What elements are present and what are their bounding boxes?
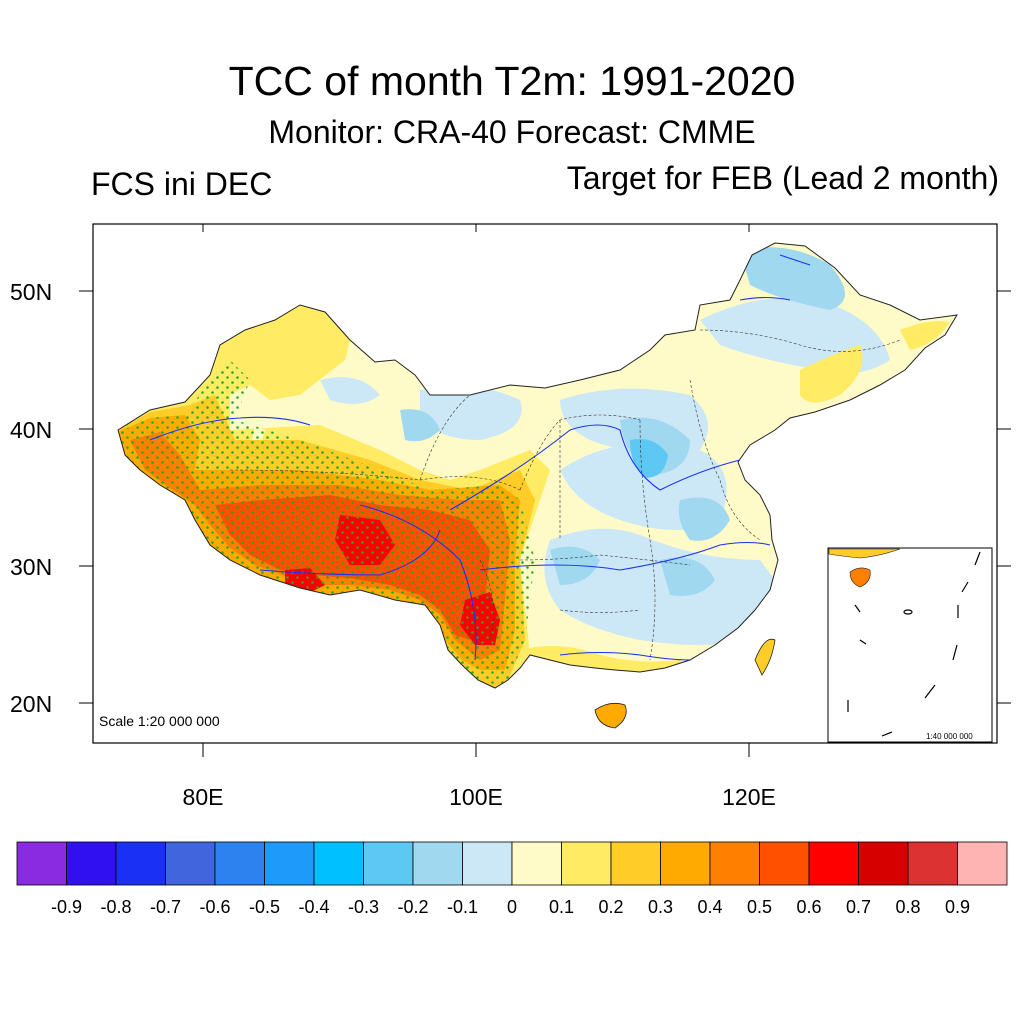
colorbar-swatch xyxy=(808,841,859,886)
colorbar-swatch xyxy=(561,841,612,886)
colorbar-tick-label: -0.1 xyxy=(447,897,478,917)
colorbar-tick-label: -0.5 xyxy=(249,897,280,917)
colorbar-swatch xyxy=(858,841,909,886)
inset-scale-label: 1:40 000 000 xyxy=(926,732,973,741)
colorbar-swatch xyxy=(462,841,513,886)
map-panel: 50N 40N 30N 20N 80E 100E 120E Scale 1:20… xyxy=(10,223,1011,810)
colorbar-tick-label: 0 xyxy=(507,897,517,917)
colorbar-tick-label: 0.4 xyxy=(697,897,722,917)
colorbar-swatch xyxy=(511,841,562,886)
chart-title: TCC of month T2m: 1991-2020 xyxy=(228,58,796,104)
lat-label-40: 40N xyxy=(10,417,52,443)
colorbar-swatch xyxy=(115,841,166,886)
chart-subtitle: Monitor: CRA-40 Forecast: CMME xyxy=(268,114,756,150)
lon-label-120: 120E xyxy=(722,784,776,810)
colorbar-tick-label: -0.3 xyxy=(348,897,379,917)
hainan-island xyxy=(594,702,627,729)
colorbar-tick-label: -0.6 xyxy=(199,897,230,917)
colorbar-swatch xyxy=(907,841,958,886)
forecast-init-label: FCS ini DEC xyxy=(91,166,273,202)
taiwan-island xyxy=(754,638,776,676)
rivers xyxy=(149,254,811,661)
lat-label-30: 30N xyxy=(10,554,52,580)
province-boundaries xyxy=(229,329,901,661)
colorbar-tick-label: 0.1 xyxy=(549,897,574,917)
colorbar: -0.9 -0.8 -0.7 -0.6 -0.5 -0.4 -0.3 -0.2 -0.1 0 0.1… xyxy=(16,841,1008,917)
colorbar-tick-label: 0.2 xyxy=(598,897,623,917)
colorbar-tick-label: 0.6 xyxy=(796,897,821,917)
colorbar-swatch xyxy=(16,841,67,886)
target-label: Target for FEB (Lead 2 month) xyxy=(566,160,999,196)
colorbar-swatch xyxy=(264,841,315,886)
colorbar-tick-label: 0.7 xyxy=(846,897,871,917)
south-china-sea-inset: 1:40 000 000 xyxy=(827,547,993,743)
colorbar-swatch xyxy=(165,841,216,886)
colorbar-tick-label: 0.9 xyxy=(945,897,970,917)
colorbar-tick-label: -0.2 xyxy=(397,897,428,917)
lon-label-100: 100E xyxy=(449,784,503,810)
colorbar-swatch xyxy=(66,841,117,886)
colorbar-swatch xyxy=(759,841,810,886)
colorbar-tick-label: 0.5 xyxy=(747,897,772,917)
colorbar-tick-label: 0.8 xyxy=(895,897,920,917)
lat-label-50: 50N xyxy=(10,279,52,305)
lat-label-20: 20N xyxy=(10,691,52,717)
colorbar-swatch xyxy=(610,841,661,886)
lon-label-80: 80E xyxy=(183,784,224,810)
colorbar-tick-label: -0.9 xyxy=(51,897,82,917)
axis-ticks xyxy=(79,224,1011,757)
colorbar-swatch xyxy=(214,841,265,886)
colorbar-tick-label: 0.3 xyxy=(648,897,673,917)
colorbar-swatch xyxy=(363,841,414,886)
colorbar-swatch xyxy=(313,841,364,886)
colorbar-tick-label: -0.7 xyxy=(150,897,181,917)
colorbar-swatch xyxy=(709,841,760,886)
colorbar-tick-label: -0.4 xyxy=(298,897,329,917)
colorbar-tick-label: -0.8 xyxy=(100,897,131,917)
colorbar-swatch xyxy=(660,841,711,886)
colorbar-swatch xyxy=(412,841,463,886)
colorbar-swatch xyxy=(957,841,1008,886)
main-scale-label: Scale 1:20 000 000 xyxy=(99,713,220,729)
